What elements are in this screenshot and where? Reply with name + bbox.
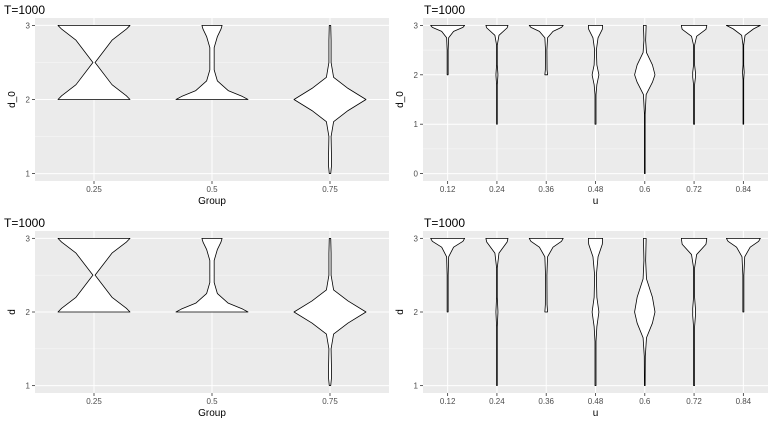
y-tick-label: 3 <box>26 234 31 243</box>
violin-0.12 <box>430 25 466 76</box>
x-tick-label: 0.75 <box>322 397 338 406</box>
x-tick-label: 0.6 <box>639 185 651 194</box>
x-tick-label: 0.25 <box>86 185 102 194</box>
chart-panel-1: 1 2 3 0.25 0.5 0.75 T=1000 Group d_0 <box>4 3 389 207</box>
violin-0.48 <box>587 237 604 387</box>
y-tick-label: 2 <box>414 71 419 80</box>
x-tick-label: 0.75 <box>322 185 338 194</box>
x-tick-label: 0.5 <box>206 397 218 406</box>
x-tick-label: 0.48 <box>588 185 604 194</box>
panel-title: T=1000 <box>4 3 45 17</box>
x-tick-label: 0.25 <box>86 397 102 406</box>
x-tick-label: 0.24 <box>489 397 505 406</box>
panel-title: T=1000 <box>424 3 465 17</box>
y-tick-label: 2 <box>26 308 31 317</box>
violin-0.24 <box>485 237 509 387</box>
violin-0.48 <box>587 25 604 125</box>
y-tick-label: 3 <box>414 234 419 243</box>
y-axis-title: d_0 <box>7 91 18 108</box>
y-tick-label: 1 <box>414 382 419 391</box>
x-tick-label: 0.72 <box>686 397 702 406</box>
y-tick-label: 3 <box>26 21 31 30</box>
x-axis-title: u <box>593 408 599 419</box>
y-axis-title: d <box>7 309 18 315</box>
x-axis-title: u <box>593 196 599 207</box>
violin-0.12 <box>430 237 466 313</box>
x-tick-label: 0.84 <box>736 185 752 194</box>
violin-0.75 <box>293 25 367 174</box>
violin-0.6 <box>634 25 656 174</box>
x-tick-label: 0.84 <box>736 397 752 406</box>
violin-0.25 <box>57 25 131 100</box>
chart-panel-2: 0 1 2 3 0.12 0.24 0.36 0.48 0.6 0.72 0.84 T=1000 u d_… <box>395 3 768 207</box>
violin-0.75 <box>293 237 367 387</box>
y-tick-label: 0 <box>414 170 419 179</box>
y-tick-label: 1 <box>414 120 419 129</box>
violin-0.72 <box>680 237 708 387</box>
x-axis-title: Group <box>198 408 226 419</box>
x-tick-label: 0.12 <box>440 185 456 194</box>
violin-0.84 <box>725 237 761 313</box>
violin-0.24 <box>485 25 509 125</box>
violin-0.72 <box>680 25 708 125</box>
violin-0.5 <box>175 25 249 100</box>
violin-0.5 <box>175 237 249 313</box>
x-tick-label: 0.6 <box>639 397 651 406</box>
chart-panel-3: 1 2 3 0.25 0.5 0.75 T=1000 Group d <box>4 216 389 419</box>
y-tick-label: 2 <box>414 308 419 317</box>
violin-0.36 <box>528 25 564 76</box>
x-tick-label: 0.24 <box>489 185 505 194</box>
panel-title: T=1000 <box>4 216 45 230</box>
x-tick-label: 0.36 <box>538 185 554 194</box>
violin-0.36 <box>528 237 564 313</box>
y-tick-label: 2 <box>26 96 31 105</box>
y-axis-title: d <box>395 309 406 315</box>
x-tick-label: 0.5 <box>206 185 218 194</box>
violin-0.25 <box>57 237 131 313</box>
x-tick-label: 0.36 <box>538 397 554 406</box>
y-tick-label: 3 <box>414 21 419 30</box>
y-tick-label: 1 <box>26 382 31 391</box>
violin-0.6 <box>634 237 656 387</box>
violin-0.84 <box>725 25 761 125</box>
x-tick-label: 0.72 <box>686 185 702 194</box>
x-tick-label: 0.12 <box>440 397 456 406</box>
panel-title: T=1000 <box>424 216 465 230</box>
x-axis-title: Group <box>198 196 226 207</box>
x-tick-label: 0.48 <box>588 397 604 406</box>
chart-panel-4: 1 2 3 0.12 0.24 0.36 0.48 0.6 0.72 0.84 T=1000 u d <box>395 216 768 419</box>
y-axis-title: d_0 <box>395 91 406 108</box>
y-tick-label: 1 <box>26 170 31 179</box>
